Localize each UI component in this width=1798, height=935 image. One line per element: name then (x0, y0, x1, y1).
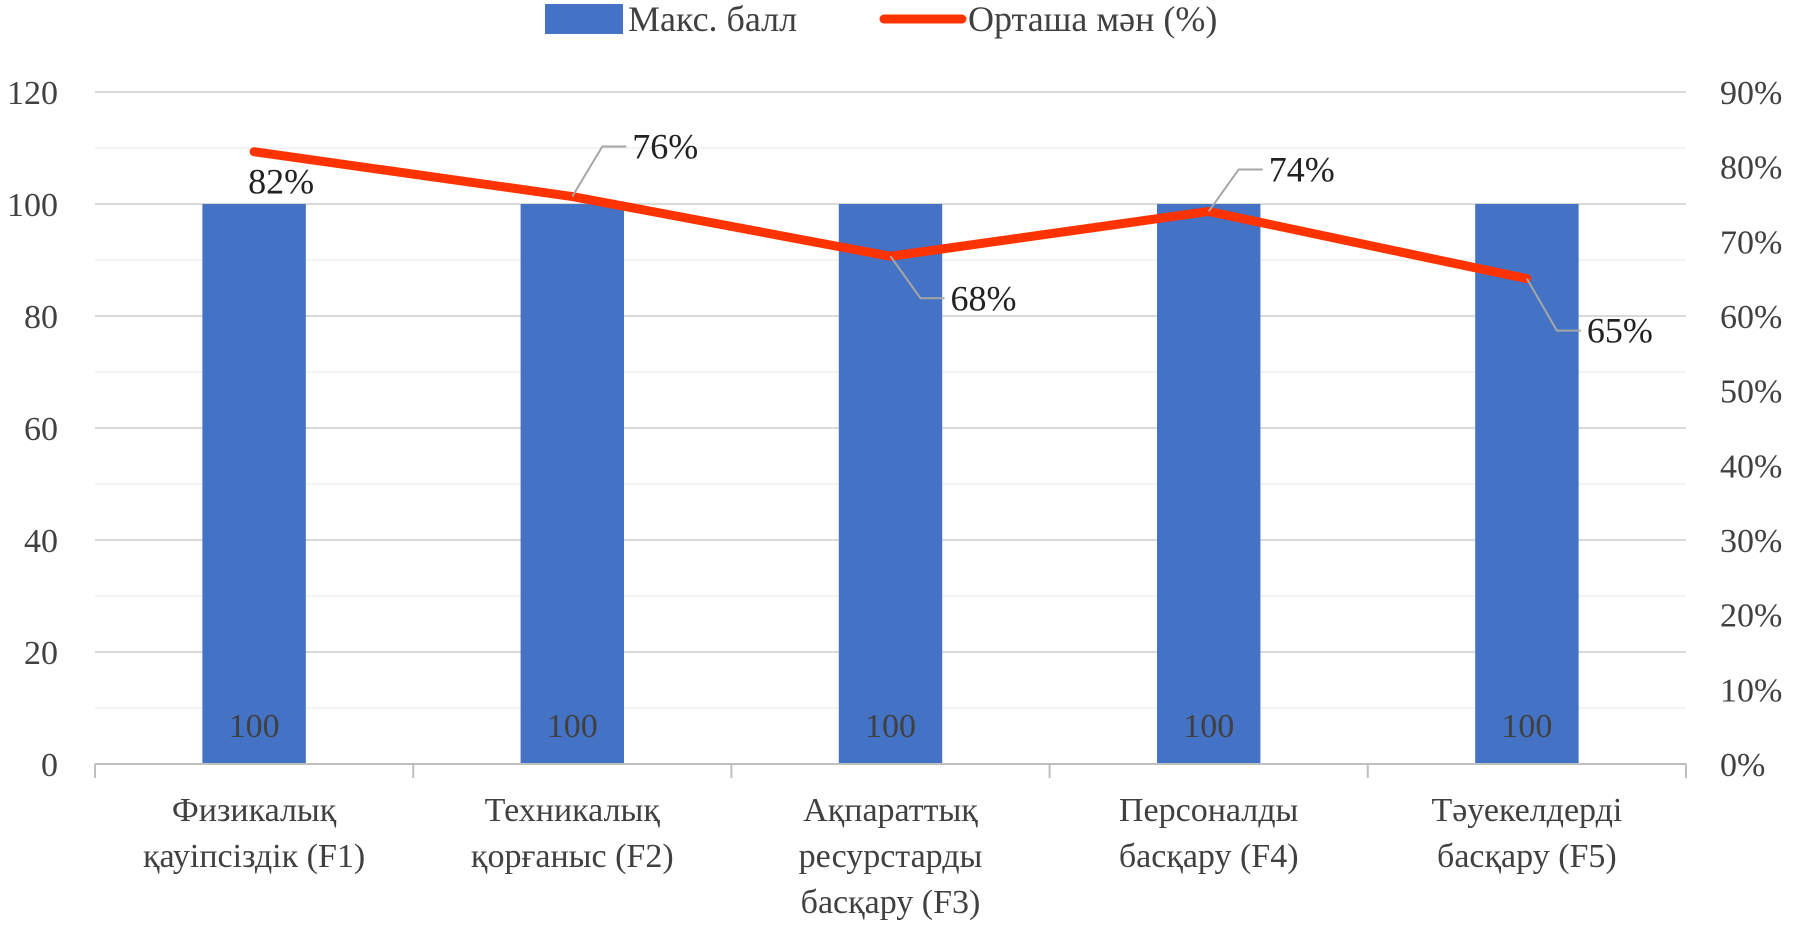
x-tick-label-line: Персоналды (1119, 792, 1299, 829)
leader-line (1526, 278, 1581, 332)
bar-data-label: 100 (1183, 708, 1234, 745)
right-y-tick-label: 90% (1720, 75, 1782, 112)
x-tick-label-line: басқару (F4) (1119, 838, 1299, 875)
x-tick-label-line: Техникалық (485, 792, 661, 829)
leader-line (571, 145, 627, 198)
x-tick-label-line: Ақпараттық (803, 792, 978, 829)
bar (1156, 204, 1261, 764)
line-data-label: 65% (1587, 311, 1653, 351)
right-y-tick-label: 20% (1720, 598, 1782, 635)
x-axis: Физикалық қауіпсіздік (F1) Техникалық қорға… (94, 763, 1687, 921)
leader-line (889, 255, 945, 300)
left-y-axis: 0 20 40 60 80 100 120 (7, 75, 58, 784)
bar-data-label: 100 (547, 708, 598, 745)
legend-swatch-bar (545, 4, 623, 34)
left-y-tick-label: 40 (24, 523, 58, 560)
x-tick-label: Техникалық қорғаныс (F2) (471, 792, 674, 875)
right-y-axis: 0% 10% 20% 30% 40% 50% 60% 70% 80% 90% (1720, 75, 1782, 784)
line-data-label: 76% (632, 127, 698, 167)
left-y-tick-label: 0 (41, 747, 58, 784)
x-tick-label-line: Физикалық (172, 792, 337, 829)
right-y-tick-label: 70% (1720, 224, 1782, 261)
x-tick-label-line: басқару (F3) (801, 884, 981, 921)
bar (202, 204, 306, 764)
bar (520, 204, 625, 764)
right-y-tick-label: 0% (1720, 747, 1765, 784)
x-tick-label: Персоналды басқару (F4) (1119, 792, 1299, 875)
x-tick-label-line: қауіпсіздік (F1) (143, 838, 365, 875)
x-tick-label: Ақпараттық ресурстарды басқару (F3) (799, 792, 983, 921)
x-tick-label-line: ресурстарды (799, 838, 983, 875)
x-tick-label-line: Тәуекелдерді (1431, 792, 1622, 829)
line-data-label: 74% (1269, 149, 1335, 189)
line-series: 82% 76% 68% 74% 65% (248, 127, 1653, 351)
legend: Макс. балл Орташа мән (%) (545, 0, 1217, 39)
x-tick-label: Физикалық қауіпсіздік (F1) (143, 792, 365, 875)
bar-series: 100 100 100 100 100 (202, 204, 1579, 764)
legend-label-line: Орташа мән (%) (968, 0, 1217, 39)
x-tick-label-line: басқару (F5) (1437, 838, 1617, 875)
x-tick-label-line: қорғаныс (F2) (471, 838, 674, 875)
line-data-label: 68% (951, 278, 1017, 318)
bar (838, 204, 943, 764)
bar-data-label: 100 (865, 708, 916, 745)
left-y-tick-label: 20 (24, 635, 58, 672)
left-y-tick-label: 60 (24, 411, 58, 448)
x-tick-label: Тәуекелдерді басқару (F5) (1431, 792, 1622, 875)
right-y-tick-label: 80% (1720, 150, 1782, 187)
right-y-tick-label: 50% (1720, 374, 1782, 411)
right-y-tick-label: 10% (1720, 672, 1782, 709)
left-y-tick-label: 120 (7, 75, 58, 112)
line-data-label: 82% (248, 162, 314, 202)
right-y-tick-label: 60% (1720, 299, 1782, 336)
right-y-tick-label: 30% (1720, 523, 1782, 560)
left-y-tick-label: 80 (24, 299, 58, 336)
bar-data-label: 100 (1501, 708, 1552, 745)
leader-line (1207, 168, 1263, 213)
bar (1475, 204, 1579, 764)
legend-label-bar: Макс. балл (628, 0, 797, 39)
bar-data-label: 100 (229, 708, 280, 745)
right-y-tick-label: 40% (1720, 448, 1782, 485)
left-y-tick-label: 100 (7, 187, 58, 224)
